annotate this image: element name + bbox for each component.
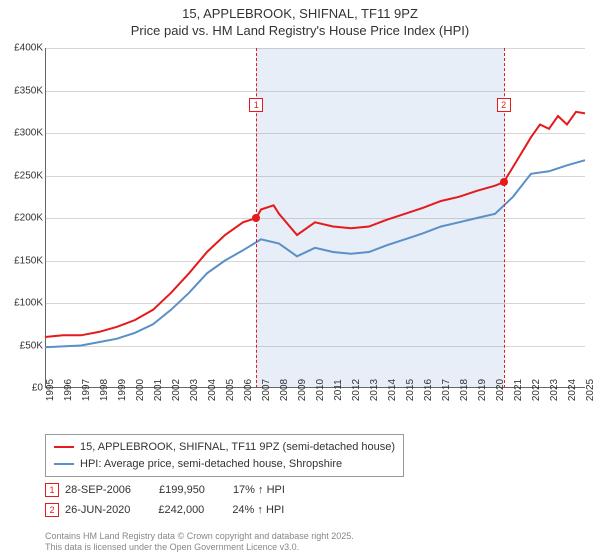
y-tick-label: £200K <box>14 213 43 224</box>
sale-marker-box: 1 <box>249 98 263 112</box>
legend-swatch-1 <box>54 446 74 448</box>
x-tick-label: 2002 <box>171 379 182 401</box>
x-tick-label: 2018 <box>459 379 470 401</box>
title-block: 15, APPLEBROOK, SHIFNAL, TF11 9PZ Price … <box>0 0 600 42</box>
x-tick-label: 2013 <box>369 379 380 401</box>
sale-delta: 24% ↑ HPI <box>232 504 284 516</box>
sale-row: 1 28-SEP-2006 £199,950 17% ↑ HPI <box>45 483 585 497</box>
x-tick-label: 2016 <box>423 379 434 401</box>
x-tick-label: 2006 <box>243 379 254 401</box>
x-tick-label: 2023 <box>549 379 560 401</box>
sale-marker-dot <box>500 178 508 186</box>
y-tick-label: £300K <box>14 128 43 139</box>
y-tick-label: £0 <box>32 383 43 394</box>
x-tick-label: 2012 <box>351 379 362 401</box>
x-tick-label: 2008 <box>279 379 290 401</box>
x-tick-label: 1995 <box>45 379 56 401</box>
x-tick-label: 1996 <box>63 379 74 401</box>
legend-label-1: 15, APPLEBROOK, SHIFNAL, TF11 9PZ (semi-… <box>80 439 395 456</box>
x-tick-label: 2009 <box>297 379 308 401</box>
x-tick-label: 2000 <box>135 379 146 401</box>
x-tick-label: 1997 <box>81 379 92 401</box>
y-tick-label: £350K <box>14 85 43 96</box>
sale-number-box: 1 <box>45 483 59 497</box>
sale-delta: 17% ↑ HPI <box>233 484 285 496</box>
x-tick-label: 2011 <box>333 379 344 401</box>
legend-box: 15, APPLEBROOK, SHIFNAL, TF11 9PZ (semi-… <box>45 434 404 477</box>
x-tick-label: 2024 <box>567 379 578 401</box>
footer: Contains HM Land Registry data © Crown c… <box>45 531 354 554</box>
sale-marker-box: 2 <box>497 98 511 112</box>
sale-price: £199,950 <box>159 484 205 496</box>
x-tick-label: 2015 <box>405 379 416 401</box>
x-tick-label: 2010 <box>315 379 326 401</box>
x-tick-label: 2025 <box>585 379 596 401</box>
y-tick-label: £150K <box>14 255 43 266</box>
sale-number-box: 2 <box>45 503 59 517</box>
x-tick-label: 2014 <box>387 379 398 401</box>
x-axis: 1995199619971998199920002001200220032004… <box>45 388 585 428</box>
legend-label-2: HPI: Average price, semi-detached house,… <box>80 456 342 473</box>
x-tick-label: 2021 <box>513 379 524 401</box>
sale-date: 26-JUN-2020 <box>65 504 130 516</box>
x-tick-label: 2007 <box>261 379 272 401</box>
x-tick-label: 2022 <box>531 379 542 401</box>
y-tick-label: £250K <box>14 170 43 181</box>
y-tick-label: £50K <box>20 340 43 351</box>
sale-price: £242,000 <box>158 504 204 516</box>
x-tick-label: 2017 <box>441 379 452 401</box>
x-tick-label: 2004 <box>207 379 218 401</box>
x-tick-label: 2003 <box>189 379 200 401</box>
footer-line-2: This data is licensed under the Open Gov… <box>45 542 354 554</box>
x-tick-label: 2019 <box>477 379 488 401</box>
title-subtitle: Price paid vs. HM Land Registry's House … <box>10 23 590 40</box>
chart-container: 15, APPLEBROOK, SHIFNAL, TF11 9PZ Price … <box>0 0 600 560</box>
y-tick-label: £400K <box>14 43 43 54</box>
sale-row: 2 26-JUN-2020 £242,000 24% ↑ HPI <box>45 503 585 517</box>
legend-swatch-2 <box>54 463 74 465</box>
title-address: 15, APPLEBROOK, SHIFNAL, TF11 9PZ <box>10 6 590 23</box>
legend-row-2: HPI: Average price, semi-detached house,… <box>54 456 395 473</box>
footer-line-1: Contains HM Land Registry data © Crown c… <box>45 531 354 543</box>
sale-marker-dot <box>252 214 260 222</box>
sale-date: 28-SEP-2006 <box>65 484 131 496</box>
plot-background: 12 <box>45 48 585 388</box>
y-axis: £0£50K£100K£150K£200K£250K£300K£350K£400… <box>0 48 45 388</box>
x-tick-label: 2020 <box>495 379 506 401</box>
y-tick-label: £100K <box>14 298 43 309</box>
legend-block: 15, APPLEBROOK, SHIFNAL, TF11 9PZ (semi-… <box>45 434 585 517</box>
x-tick-label: 1998 <box>99 379 110 401</box>
x-tick-label: 2001 <box>153 379 164 401</box>
x-tick-label: 2005 <box>225 379 236 401</box>
chart-area: 12 £0£50K£100K£150K£200K£250K£300K£350K£… <box>45 48 585 388</box>
legend-row-1: 15, APPLEBROOK, SHIFNAL, TF11 9PZ (semi-… <box>54 439 395 456</box>
x-tick-label: 1999 <box>117 379 128 401</box>
